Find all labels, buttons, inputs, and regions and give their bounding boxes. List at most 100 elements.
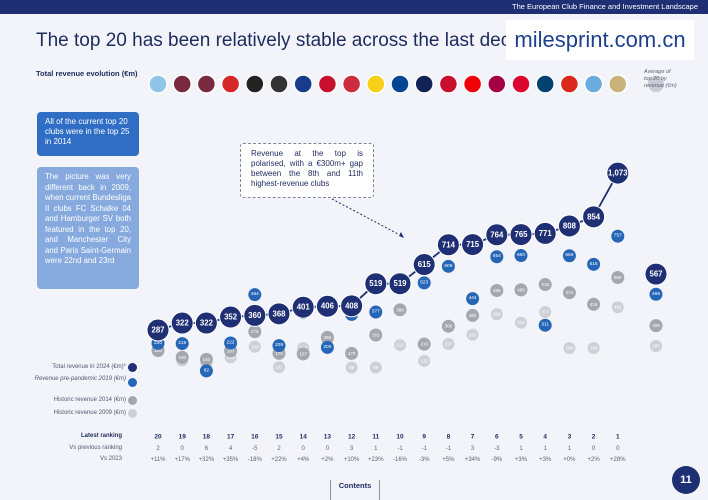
label-2024: 406 [321,302,335,311]
point-2019 [562,249,576,263]
latest-rank-value: 13 [324,434,332,441]
latest-rank-value: 16 [251,434,259,441]
vs-2023-value: +3% [515,457,528,463]
label-2024: 322 [176,319,190,328]
legend-dot-2009 [128,409,137,418]
label-2014: 360 [469,313,477,318]
vs-previous-value: 0 [302,446,306,452]
label-2014: 306 [445,324,453,329]
vs-previous-value: 0 [181,446,185,452]
label-2009: 99 [349,365,355,370]
vs-2023-value: -16% [393,457,408,463]
vs-previous-value: -3 [494,446,500,452]
vs-2023-value: +11% [150,457,166,463]
label-2019: 200 [323,344,331,350]
juventus-crest-icon [245,74,265,94]
point-2014 [514,283,528,297]
label-2019: 659 [565,252,573,258]
label-2019: 220 [154,340,162,346]
contents-link[interactable]: Contents [330,480,380,500]
vs-2023-value: +32% [199,457,215,463]
vs-2023-value: +0% [563,457,576,463]
point-2024 [170,311,194,335]
note-box-2014: All of the current top 20 clubs were in … [37,112,139,156]
point-2019 [466,292,480,306]
point-2014 [562,286,576,300]
point-2009 [539,306,552,319]
label-2019: 377 [372,309,380,315]
point-2014 [611,271,625,285]
average-2019 [649,287,663,301]
man-city-crest-icon [583,74,604,94]
vs-2023-value: -3% [419,457,430,463]
label-2009: 203 [251,344,259,349]
atletico-crest-icon [341,74,362,94]
point-2019 [417,276,431,290]
label-2009: 101 [275,365,283,370]
vs-2023-value: -18% [248,457,263,463]
vs-previous-value: 1 [374,446,378,452]
watermark: milesprint.com.cn [506,20,694,60]
point-2009 [466,328,479,341]
vs-previous-value: 6 [205,446,209,452]
chelsea-crest-icon [390,74,410,94]
newcastle-crest-icon [269,74,289,94]
point-2014 [490,283,504,297]
average-2014 [649,319,663,333]
label-2014: 140 [203,357,211,362]
average-2014-label: 309 [652,323,660,328]
note-box-2009: The picture was very different back in 2… [37,167,139,289]
point-2009 [418,354,431,367]
label-2019: 507 [396,283,404,289]
label-2009: 212 [396,342,404,347]
label-2024: 352 [224,313,238,322]
vs-previous-value: -1 [446,446,452,452]
point-2014 [345,346,359,360]
point-2014 [175,350,189,364]
vs-previous-value: -1 [422,446,428,452]
callout-pointer [331,198,399,235]
page-title: The top 20 has been relatively stable ac… [36,30,542,51]
point-2024 [219,305,243,329]
label-2014: 515 [541,282,549,287]
vs-previous-value: -1 [397,446,403,452]
label-2024: 1,073 [608,169,628,178]
point-2019 [393,279,407,293]
latest-rank-value: 8 [447,434,451,441]
point-2019 [490,250,504,264]
label-2014: 262 [372,332,380,337]
label-2009: 366 [493,312,501,317]
label-2024: 714 [442,240,456,249]
point-2009 [224,351,237,364]
label-2024: 854 [587,212,601,221]
vs-2023-value: +22% [271,457,287,463]
point-2024 [340,294,364,318]
label-2014: 488 [517,287,525,292]
point-2019 [587,257,601,271]
vs-2023-value: +5% [442,457,455,463]
label-2019: 616 [590,261,598,267]
label-2009: 120 [203,361,211,366]
average-2009 [650,339,662,352]
vs-previous-value: 4 [229,446,233,452]
point-2014 [466,308,480,322]
latest-rank-value: 6 [495,434,499,441]
vs-2023-value: +23% [368,457,384,463]
vs-previous-value: 2 [156,446,160,452]
legend-dot-2019 [128,378,137,387]
label-2019: 654 [493,253,501,259]
label-2019: 444 [469,295,477,301]
label-2024: 519 [393,279,407,288]
label-2024: 360 [248,311,262,320]
point-2024 [509,223,533,247]
point-2014 [393,303,407,317]
legend-label-2009: Historic revenue 2009 (€m) [53,410,126,416]
point-2009 [152,345,164,358]
point-2024 [582,205,606,229]
point-2019 [248,288,262,302]
vs-previous-value: -5 [252,446,258,452]
legend-label-2024: Total revenue in 2024 (€m)* [52,364,126,370]
label-2014: 388 [396,307,404,312]
point-2024 [485,223,509,247]
label-2019: 660 [517,252,525,258]
